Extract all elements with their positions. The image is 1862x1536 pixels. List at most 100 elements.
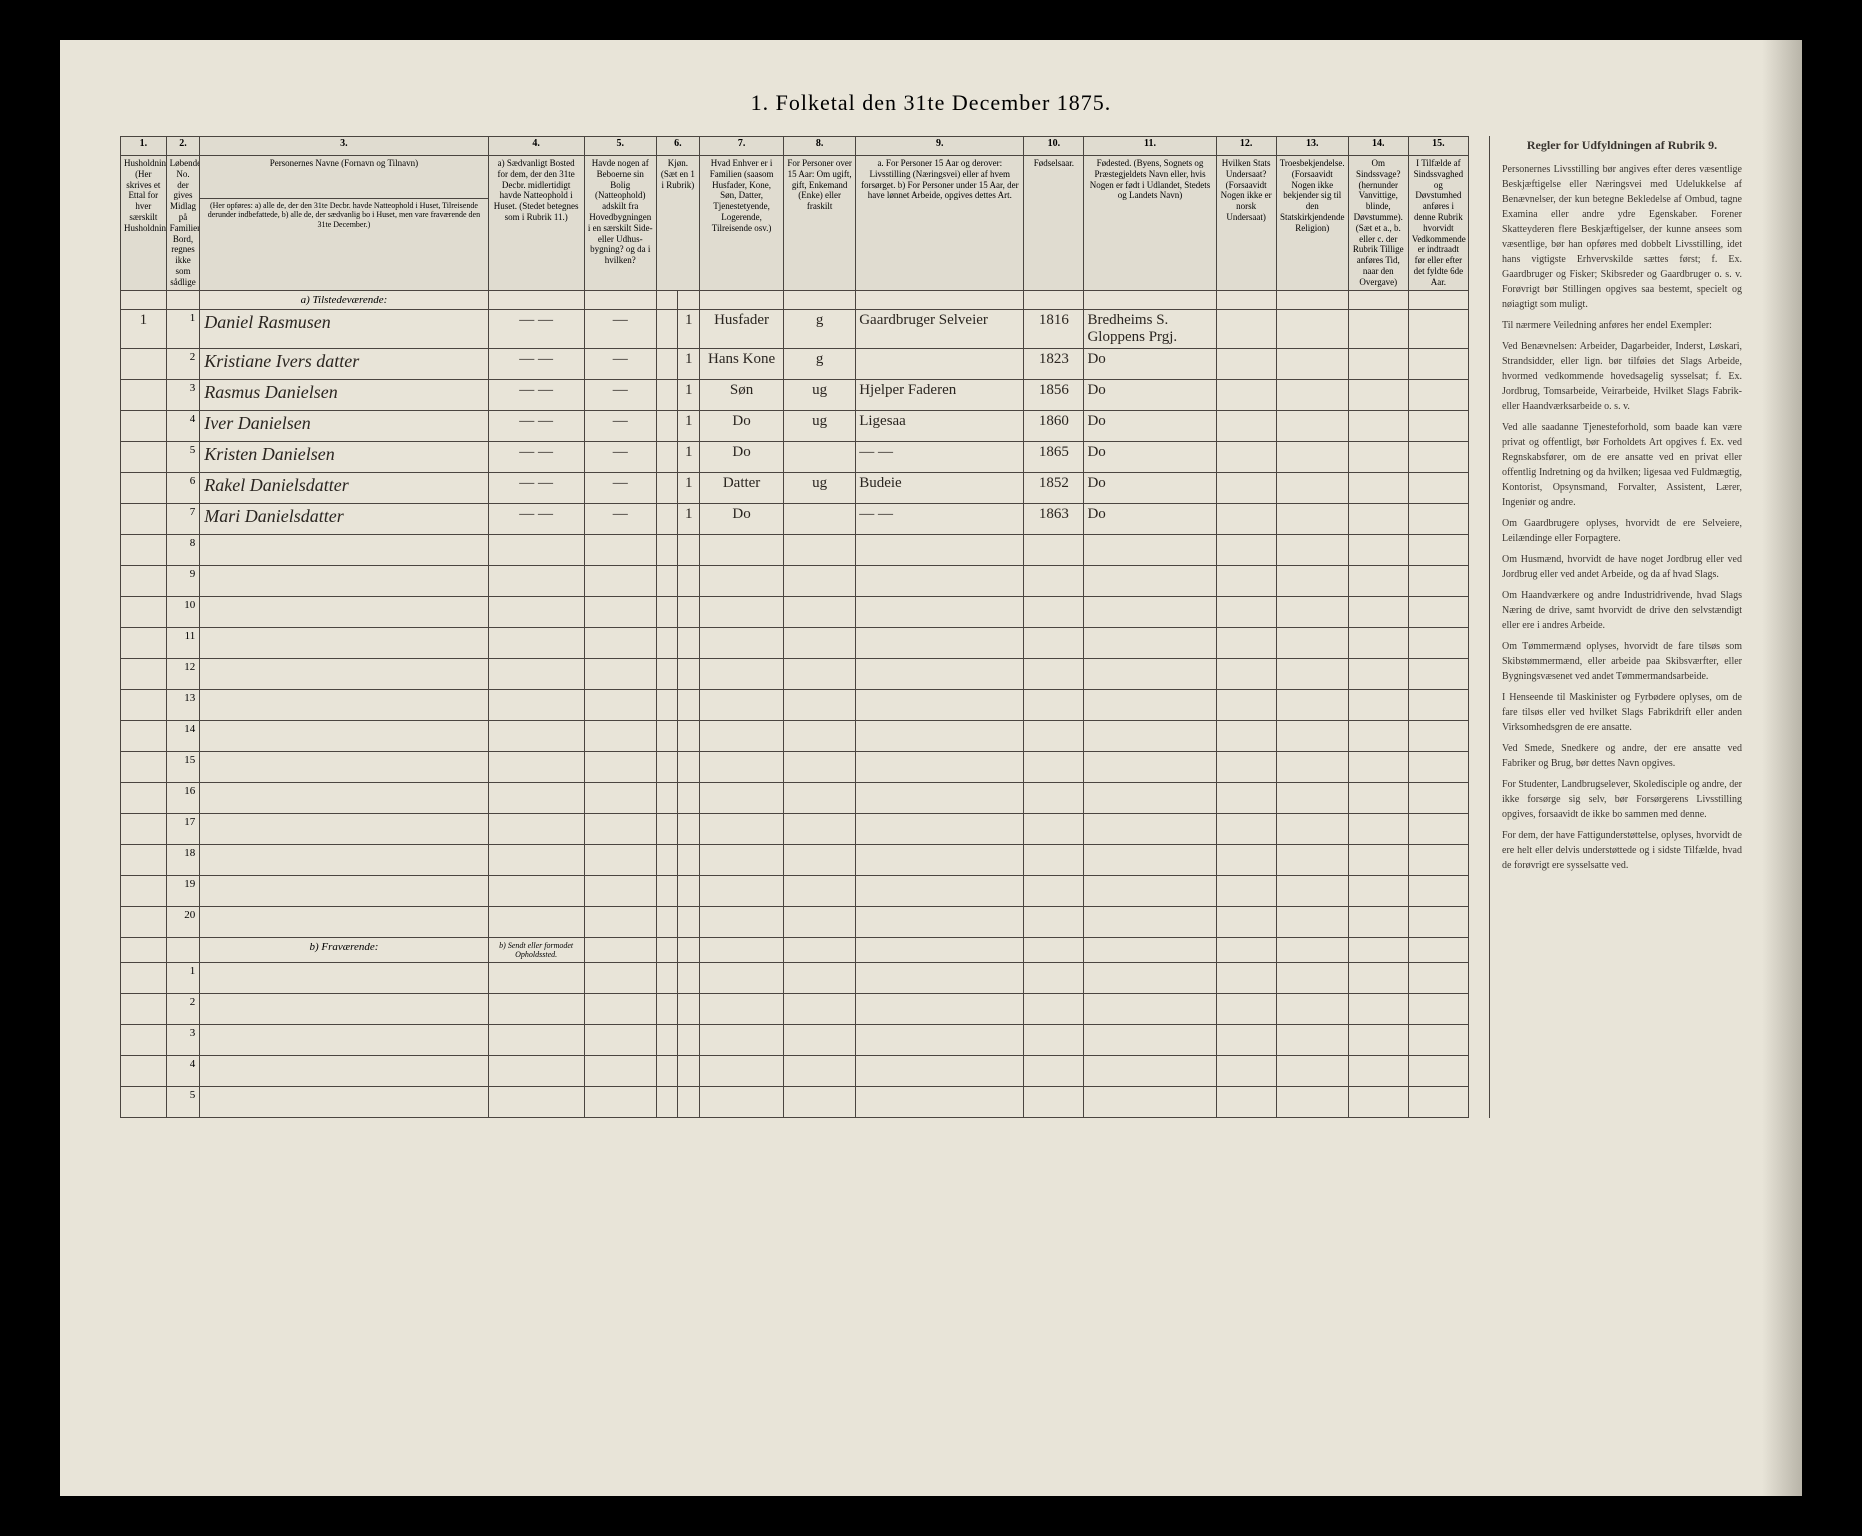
household-num: 1 — [121, 309, 167, 348]
person-name: Daniel Rasmusen — [200, 309, 488, 348]
cell — [856, 844, 1024, 875]
cell — [1348, 782, 1408, 813]
document-page: 1. Folketal den 31te December 1875. 1. — [60, 40, 1802, 1496]
content-area: 1. 2. 3. 4. 5. 6. 7. 8. 9. 10. 11. 12. — [120, 136, 1742, 1118]
birthplace: Do — [1084, 379, 1216, 410]
cell — [656, 751, 678, 782]
table-row: 4 — [121, 1055, 1469, 1086]
cell — [656, 906, 678, 937]
col-header: Troesbekjendelse. (Forsaavidt Nogen ikke… — [1276, 156, 1348, 291]
cell — [678, 534, 700, 565]
cell: 1 — [678, 379, 700, 410]
section-row: b) Fraværende: b) Sendt eller formodet O… — [121, 937, 1469, 962]
cell — [1024, 596, 1084, 627]
cell — [1024, 534, 1084, 565]
table-row: 19 — [121, 875, 1469, 906]
birthplace: Bredheims S. Gloppens Prgj. — [1084, 309, 1216, 348]
cell — [200, 689, 488, 720]
row-num: 7 — [166, 503, 200, 534]
cell — [1216, 309, 1276, 348]
relation: Do — [700, 410, 784, 441]
cell — [1408, 875, 1468, 906]
cell — [856, 1055, 1024, 1086]
section-row: a) Tilstedeværende: — [121, 290, 1469, 309]
cell — [678, 782, 700, 813]
cell — [200, 993, 488, 1024]
cell — [700, 751, 784, 782]
table-row: 9 — [121, 565, 1469, 596]
cell — [1216, 875, 1276, 906]
cell: 1 — [678, 503, 700, 534]
cell — [488, 1024, 584, 1055]
cell — [1348, 348, 1408, 379]
cell — [1348, 720, 1408, 751]
birthplace: Do — [1084, 348, 1216, 379]
table-row: 6Rakel Danielsdatter— ——1DatterugBudeie1… — [121, 472, 1469, 503]
cell — [784, 720, 856, 751]
cell — [488, 844, 584, 875]
cell — [1276, 348, 1348, 379]
row-num: 6 — [166, 472, 200, 503]
col-header: For Personer over 15 Aar: Om ugift, gift… — [784, 156, 856, 291]
cell — [1084, 993, 1216, 1024]
cell — [678, 658, 700, 689]
cell — [1276, 993, 1348, 1024]
cell — [1084, 813, 1216, 844]
household-num — [121, 472, 167, 503]
colnum: 13. — [1276, 137, 1348, 156]
occupation: — — — [856, 503, 1024, 534]
cell — [856, 906, 1024, 937]
cell — [678, 1055, 700, 1086]
row-num: 5 — [166, 1086, 200, 1117]
cell — [200, 813, 488, 844]
page-title: 1. Folketal den 31te December 1875. — [120, 90, 1742, 116]
table-row: 16 — [121, 782, 1469, 813]
cell — [1408, 441, 1468, 472]
cell — [584, 906, 656, 937]
cell — [1084, 751, 1216, 782]
cell — [1348, 627, 1408, 658]
cell — [656, 658, 678, 689]
cell — [678, 565, 700, 596]
col-subheader: (Her opføres: a) alle de, der den 31te D… — [200, 198, 488, 290]
cell — [1348, 813, 1408, 844]
household-num — [121, 503, 167, 534]
cell — [1408, 658, 1468, 689]
colnum: 11. — [1084, 137, 1216, 156]
cell — [1408, 962, 1468, 993]
birth-year: 1860 — [1024, 410, 1084, 441]
colnum: 14. — [1348, 137, 1408, 156]
cell — [1084, 844, 1216, 875]
cell — [678, 1024, 700, 1055]
relation: Do — [700, 441, 784, 472]
cell — [200, 658, 488, 689]
cell — [656, 309, 678, 348]
cell — [678, 596, 700, 627]
cell: — — [584, 348, 656, 379]
marital: ug — [784, 472, 856, 503]
cell — [1216, 993, 1276, 1024]
cell — [200, 565, 488, 596]
cell — [784, 875, 856, 906]
cell — [1276, 534, 1348, 565]
cell — [1276, 410, 1348, 441]
cell — [1348, 993, 1408, 1024]
col-header: I Tilfælde af Sindssvaghed og Døvstumhed… — [1408, 156, 1468, 291]
cell — [1024, 751, 1084, 782]
cell — [656, 410, 678, 441]
cell — [656, 875, 678, 906]
cell — [856, 534, 1024, 565]
cell — [584, 1086, 656, 1117]
person-name: Kristen Danielsen — [200, 441, 488, 472]
cell — [700, 596, 784, 627]
cell — [700, 993, 784, 1024]
row-num: 1 — [166, 309, 200, 348]
cell — [1348, 410, 1408, 441]
colnum: 5. — [584, 137, 656, 156]
rules-paragraph: Om Haandværkere og andre Industridrivend… — [1502, 588, 1742, 633]
cell — [1216, 348, 1276, 379]
cell — [200, 1086, 488, 1117]
cell — [1276, 1024, 1348, 1055]
cell — [584, 962, 656, 993]
household-num — [121, 410, 167, 441]
